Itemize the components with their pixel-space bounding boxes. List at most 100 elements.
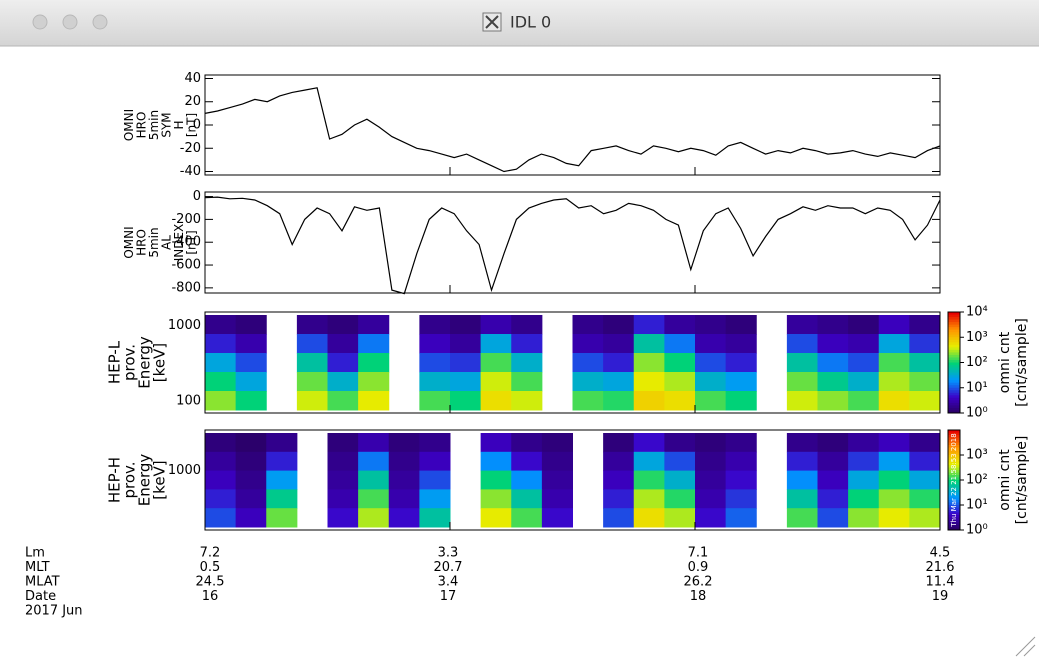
footer-value: 26.2 [684,575,713,590]
heatmap-cell [848,508,879,527]
heatmap-cell [787,391,818,411]
heatmap-cell [542,452,573,471]
y-tick-label: 100 [176,394,201,409]
heatmap-cell [511,452,542,471]
heatmap-cell [664,452,695,471]
minimize-button[interactable] [63,15,77,29]
heatmap-cell [634,391,665,411]
heatmap-cell [664,372,695,392]
heatmap-cell [450,353,481,373]
heatmap-cell [511,372,542,392]
heatmap-cell [879,452,910,471]
y-axis-label: [keV] [151,460,169,499]
heatmap-cell [205,471,236,490]
zoom-button[interactable] [93,15,107,29]
heatmap-cell [909,433,940,452]
colorbar-tick-label: 10² [966,473,988,488]
heatmap-cell [573,391,604,411]
heatmap-cell [695,471,726,490]
heatmap-cell [879,471,910,490]
footer-value: 18 [690,589,707,604]
heatmap-cell [634,353,665,373]
heatmap-cell [481,315,512,335]
heatmap-cell [664,353,695,373]
heatmap-cell [205,489,236,508]
heatmap-cell [511,353,542,373]
heatmap-cell [266,489,297,508]
heatmap-cell [542,471,573,490]
footer-value: 3.4 [438,575,459,590]
heatmap-cell [389,433,420,452]
footer-value: 19 [932,589,949,604]
y-tick-label: -600 [171,258,201,273]
heatmap-cell [542,433,573,452]
heatmap-cell [481,433,512,452]
heatmap-cell [573,315,604,335]
heatmap-cell [818,334,849,354]
heatmap-cell [511,433,542,452]
footer-value: 20.7 [434,560,463,575]
heatmap-cell [266,471,297,490]
heatmap-cell [909,315,940,335]
heatmap-cell [787,452,818,471]
heatmap-cell [726,508,757,527]
colorbar-tick-label: 10³ [966,448,988,463]
heatmap-cell [266,452,297,471]
heatmap-cell [236,433,267,452]
heatmap-cell [879,334,910,354]
heatmap-cell [419,452,450,471]
footer-value: 7.1 [688,546,709,561]
heatmap-cell [726,452,757,471]
heatmap-cell [818,372,849,392]
heatmap-cell [695,334,726,354]
heatmap-cell [726,391,757,411]
footer-value: 0.9 [688,560,709,575]
heatmap-cell [695,489,726,508]
heatmap-cell [358,334,389,354]
heatmap-cell [695,508,726,527]
heatmap-cell [879,489,910,508]
footer-row-label: Date [25,589,56,604]
heatmap-cell [848,471,879,490]
heatmap-cell [236,471,267,490]
heatmap-cell [205,391,236,411]
heatmap-cell [726,433,757,452]
heatmap-cell [726,353,757,373]
heatmap-cell [909,334,940,354]
heatmap-cell [909,372,940,392]
heatmap-cell [664,334,695,354]
heatmap-cell [634,489,665,508]
heatmap-cell [818,391,849,411]
heatmap-cell [664,489,695,508]
heatmap-cell [511,334,542,354]
y-tick-label: 1000 [168,318,201,333]
heatmap-cell [848,452,879,471]
footer-row-label: MLT [25,560,50,575]
heatmap-cell [542,508,573,527]
heatmap-cell [634,452,665,471]
footer-value: 21.6 [926,560,955,575]
colorbar-label: omni cnt [997,331,1013,393]
heatmap-cell [818,471,849,490]
heatmap-cell [818,433,849,452]
idl-window: IDL 0 OMNIHRO5minSYMH[nT]-40-2002040OMNI… [0,0,1039,660]
y-tick-label: -20 [180,141,201,156]
heatmap-cell [573,353,604,373]
heatmap-cell [909,471,940,490]
footer-value: 0.5 [200,560,221,575]
heatmap-cell [358,391,389,411]
heatmap-cell [419,353,450,373]
footer-value: 17 [440,589,457,604]
heatmap-cell [419,489,450,508]
heatmap-cell [419,372,450,392]
heatmap-cell [389,508,420,527]
heatmap-cell [358,452,389,471]
heatmap-cell [879,353,910,373]
heatmap-cell [511,315,542,335]
colorbar-tick-label: 10⁰ [966,523,988,538]
heatmap-cell [634,334,665,354]
heatmap-cell [695,433,726,452]
close-button[interactable] [33,15,47,29]
heatmap-cell [879,391,910,411]
heatmap-cell [664,433,695,452]
